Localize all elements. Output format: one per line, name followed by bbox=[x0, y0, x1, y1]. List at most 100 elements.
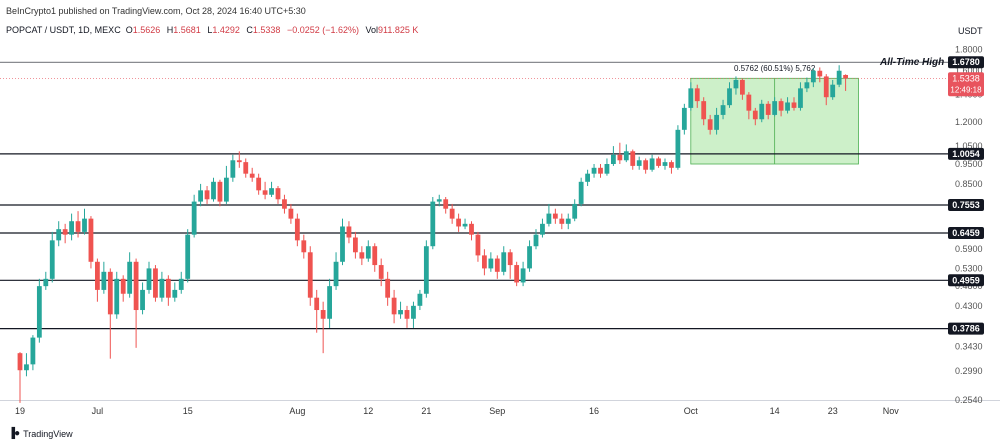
candle-body bbox=[469, 223, 474, 235]
candle-body bbox=[578, 181, 584, 204]
candle-body bbox=[559, 218, 565, 224]
candle-body bbox=[430, 201, 436, 247]
current-price-label: 1.5338 bbox=[952, 73, 980, 83]
candle-body bbox=[669, 162, 674, 168]
candle-body bbox=[365, 246, 371, 259]
y-tick-label: 0.4300 bbox=[955, 301, 983, 311]
candle-body bbox=[688, 88, 694, 108]
candle-body bbox=[243, 162, 249, 174]
candle-body bbox=[172, 289, 178, 298]
candle-body bbox=[798, 88, 803, 108]
ath-label: All-Time High bbox=[879, 57, 944, 68]
candle-body bbox=[720, 105, 726, 115]
level-price-label: 0.6459 bbox=[952, 228, 980, 238]
symbol-name[interactable]: POPCAT / USDT, 1D, MEXC bbox=[6, 25, 121, 35]
change-value: −0.0252 (−1.62%) bbox=[286, 25, 359, 35]
x-tick-label: 12 bbox=[363, 406, 373, 416]
candle-body bbox=[101, 271, 107, 290]
candle-body bbox=[810, 70, 816, 83]
y-tick-label: 0.2990 bbox=[955, 366, 983, 376]
candle-body bbox=[127, 261, 133, 294]
candle-body bbox=[333, 261, 339, 287]
candle-body bbox=[752, 110, 758, 120]
y-tick-label: 0.8500 bbox=[955, 179, 983, 189]
candle-body bbox=[49, 240, 55, 279]
countdown-label: 12:49:18 bbox=[950, 85, 982, 94]
candle-body bbox=[714, 114, 719, 130]
candle-body bbox=[475, 234, 481, 256]
y-tick-label: 0.9500 bbox=[955, 159, 983, 169]
candle-body bbox=[185, 234, 191, 279]
candle-body bbox=[785, 102, 790, 111]
candle-body bbox=[552, 213, 558, 219]
candle-body bbox=[153, 268, 158, 298]
level-price-label: 0.7553 bbox=[952, 200, 980, 210]
candle-body bbox=[224, 177, 229, 202]
candle-body bbox=[404, 310, 410, 319]
candle-body bbox=[456, 218, 461, 227]
candle-body bbox=[359, 252, 365, 259]
tradingview-logo: ▐● TradingView bbox=[8, 428, 73, 439]
candle-body bbox=[307, 252, 313, 298]
volume-value: 911.825 K bbox=[378, 25, 419, 35]
candle-body bbox=[204, 190, 210, 200]
candle-body bbox=[43, 278, 49, 287]
candle-body bbox=[288, 208, 294, 219]
candle-body bbox=[120, 278, 126, 294]
candle-body bbox=[727, 88, 732, 106]
current-price-badge bbox=[948, 72, 984, 97]
symbol-legend: POPCAT / USDT, 1D, MEXC O1.5626 H1.5681 … bbox=[6, 25, 422, 35]
candle-body bbox=[417, 293, 423, 306]
x-tick-label: 14 bbox=[770, 406, 780, 416]
candle-body bbox=[759, 103, 765, 120]
candle-body bbox=[88, 218, 94, 262]
candle-body bbox=[198, 190, 203, 202]
candle-body bbox=[191, 201, 197, 235]
candle-body bbox=[823, 76, 829, 98]
x-tick-label: 19 bbox=[15, 406, 25, 416]
candle-body bbox=[75, 221, 81, 232]
y-tick-label: 0.5900 bbox=[955, 244, 983, 254]
x-tick-label: 23 bbox=[828, 406, 838, 416]
candle-body bbox=[398, 310, 403, 315]
candle-body bbox=[591, 167, 597, 174]
candle-body bbox=[572, 203, 578, 219]
candle-body bbox=[133, 261, 139, 311]
candle-body bbox=[656, 158, 661, 166]
y-tick-label: 1.6000 bbox=[955, 66, 983, 76]
candle-body bbox=[546, 213, 552, 224]
candle-body bbox=[282, 199, 287, 209]
candle-body bbox=[765, 103, 771, 115]
candle-body bbox=[165, 278, 171, 298]
candle-body bbox=[707, 119, 713, 130]
candle-body bbox=[230, 160, 236, 178]
candle-body bbox=[249, 173, 255, 178]
candle-body bbox=[114, 278, 120, 315]
level-price-badge bbox=[948, 322, 984, 335]
candle-body bbox=[501, 252, 507, 272]
candle-body bbox=[262, 190, 268, 195]
candle-body bbox=[830, 84, 836, 98]
open-value: 1.5626 bbox=[132, 25, 161, 35]
candle-body bbox=[623, 151, 629, 161]
candle-body bbox=[236, 160, 242, 163]
candle-body bbox=[527, 246, 532, 269]
high-value: 1.5681 bbox=[173, 25, 201, 35]
candle-body bbox=[211, 181, 216, 200]
level-price-badge bbox=[948, 274, 984, 287]
candle-body bbox=[95, 261, 100, 290]
x-tick-label: 21 bbox=[421, 406, 431, 416]
candle-body bbox=[391, 297, 397, 315]
level-price-badge bbox=[948, 147, 984, 160]
candle-body bbox=[62, 229, 68, 235]
candle-body bbox=[443, 199, 449, 209]
candle-body bbox=[681, 107, 687, 130]
y-tick-label: 1.0500 bbox=[955, 141, 983, 151]
candle-body bbox=[340, 226, 345, 262]
candle-body bbox=[314, 297, 320, 311]
candle-body bbox=[514, 265, 520, 283]
x-tick-label: Aug bbox=[289, 406, 305, 416]
candle-body bbox=[565, 218, 571, 224]
currency-label[interactable]: USDT bbox=[958, 26, 983, 36]
